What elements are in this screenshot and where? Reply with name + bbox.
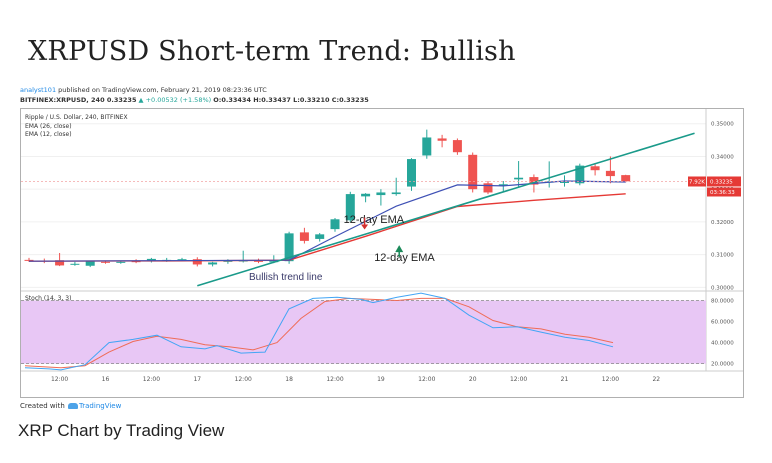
candle-body (177, 259, 187, 261)
price-tick-label: 0.32000 (711, 220, 734, 226)
stoch-tick-label: 80.0000 (711, 298, 734, 304)
candle-body (514, 177, 524, 180)
candle-body (254, 260, 263, 262)
stoch-k-line (24, 292, 614, 371)
chart-frame: 0.350000.340000.330000.320000.310000.300… (20, 108, 744, 398)
annotation-label: 12-day EMA (374, 252, 435, 264)
symbol-text: BITFINEX:XRPUSD, 240 0.33235 (20, 96, 137, 104)
candle-body (85, 261, 95, 266)
time-tick-label: 20 (469, 376, 477, 383)
candle-body (345, 194, 355, 221)
publish-line: analyst101 published on TradingView.com,… (20, 85, 369, 95)
time-tick-label: 12:00 (235, 376, 252, 383)
publish-text: published on TradingView.com, February 2… (58, 86, 267, 94)
time-tick-label: 16 (102, 376, 110, 383)
candle-body (70, 263, 80, 265)
bullish-trend-line (197, 132, 695, 287)
candle-body (376, 192, 386, 196)
price-chart: 0.350000.340000.330000.320000.310000.300… (21, 109, 743, 383)
price-tick-label: 0.30000 (711, 285, 734, 291)
candle-body (437, 138, 447, 141)
price-tag-text: 0.33235 (710, 179, 733, 185)
tradingview-link[interactable]: TradingView (79, 402, 122, 410)
candle-body (407, 159, 416, 187)
ohlc-text: O:0.33434 H:0.33437 L:0.33210 C:0.33235 (213, 96, 369, 104)
candle-body (131, 261, 141, 263)
legend-item: EMA (26, close) (25, 123, 72, 130)
candle-body (192, 259, 202, 265)
trend-line-label: Bullish trend line (249, 272, 323, 283)
annotation-label: 12-day EMA (344, 214, 405, 226)
candle-body (208, 262, 218, 265)
countdown-tag (707, 187, 741, 197)
page-title: XRPUSD Short-term Trend: Bullish (28, 36, 516, 67)
stoch-tick-label: 40.0000 (711, 341, 734, 347)
candle-body (116, 261, 126, 263)
candle-body (575, 165, 585, 184)
stoch-band (21, 300, 706, 364)
time-tick-label: 21 (561, 376, 569, 383)
time-tick-label: 18 (285, 376, 293, 383)
candle-body (315, 234, 325, 239)
legend-item: EMA (12, close) (25, 131, 72, 138)
candle-body (55, 260, 65, 266)
candle-body (422, 137, 432, 156)
candle-body (391, 192, 401, 195)
stoch-label: Stoch (14, 3, 3) (25, 295, 71, 302)
candle-body (452, 140, 462, 153)
time-tick-label: 12:00 (510, 376, 527, 383)
symbol-line: BITFINEX:XRPUSD, 240 0.33235 ▲ +0.00532 … (20, 95, 369, 105)
time-tick-label: 12:00 (143, 376, 160, 383)
time-tick-label: 19 (377, 376, 385, 383)
price-tag (707, 176, 741, 187)
candle-body (330, 219, 340, 230)
candle-body (24, 259, 34, 261)
time-tick-label: 12:00 (51, 376, 68, 383)
chart-header: analyst101 published on TradingView.com,… (20, 85, 369, 105)
candle-body (605, 170, 615, 177)
ema26-line (28, 193, 626, 262)
price-tick-label: 0.34000 (711, 154, 734, 160)
candle-body (361, 193, 371, 197)
author-link[interactable]: analyst101 (20, 86, 57, 94)
volume-tag (688, 176, 706, 187)
stoch-tick-label: 20.0000 (711, 362, 734, 368)
candle-body (284, 233, 294, 262)
candle-body (468, 154, 478, 190)
candle-body (529, 177, 539, 185)
price-tick-label: 0.31000 (711, 253, 734, 259)
time-tick-label: 17 (193, 376, 201, 383)
price-tick-label: 0.35000 (711, 122, 734, 128)
created-with-text: Created with (20, 402, 65, 410)
candle-body (483, 183, 493, 193)
candle-body (299, 232, 309, 241)
ema12-line (28, 180, 626, 262)
chart-title: Ripple / U.S. Dollar, 240, BITFINEX (25, 114, 128, 121)
candle-body (101, 261, 110, 263)
volume-tag-text: 7.92K (689, 179, 705, 185)
candle-body (560, 181, 569, 183)
arrow-down-icon (361, 224, 369, 230)
tradingview-logo-icon (68, 403, 79, 409)
time-tick-label: 12:00 (602, 376, 619, 383)
arrow-up-icon (395, 245, 404, 253)
created-with: Created with TradingView (20, 402, 121, 410)
chart-caption: XRP Chart by Trading View (18, 421, 225, 440)
candle-body (590, 166, 600, 171)
candle-body (621, 175, 631, 182)
time-tick-label: 12:00 (418, 376, 435, 383)
time-tick-label: 12:00 (326, 376, 343, 383)
time-tick-label: 22 (652, 376, 660, 383)
candle-body (146, 258, 156, 262)
change-text: ▲ +0.00532 (+1.58%) (138, 96, 212, 104)
candle-body (498, 184, 508, 186)
stoch-tick-label: 60.0000 (711, 320, 734, 326)
countdown-tag-text: 03:36:33 (710, 190, 735, 196)
